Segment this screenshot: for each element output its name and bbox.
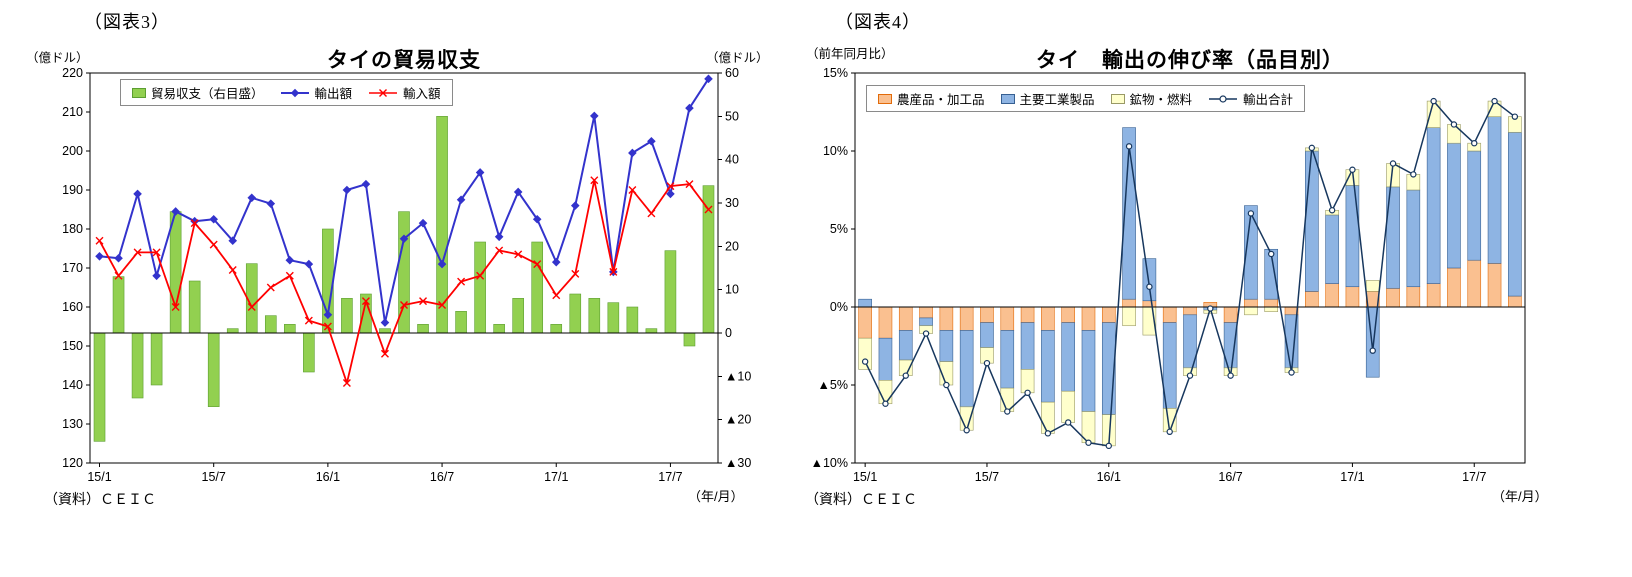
svg-text:10%: 10% [823, 144, 848, 158]
svg-text:▲30: ▲30 [725, 456, 751, 470]
legend-label-minerals: 鉱物・燃料 [1129, 93, 1193, 107]
svg-text:130: 130 [62, 417, 83, 431]
figure4-x-axis-unit: （年/月） [1492, 489, 1548, 504]
figure-3: （図表3） タイの貿易収支 （億ドル） （億ドル） 120 130 140 150 16… [0, 0, 800, 577]
svg-text:40: 40 [725, 153, 739, 167]
svg-text:16/1: 16/1 [1097, 470, 1121, 484]
figure-4: （図表4） タイ 輸出の伸び率（品目別） （前年同月比） ▲10% ▲5% 0% 5%… [800, 0, 1632, 577]
figure4-tag: （図表4） [835, 12, 921, 32]
legend-label-imports: 輸入額 [403, 87, 441, 101]
figure3-left-axis-unit: （億ドル） [26, 51, 89, 65]
svg-text:15/7: 15/7 [202, 470, 226, 484]
svg-text:20: 20 [725, 239, 739, 253]
svg-text:▲20: ▲20 [725, 413, 751, 427]
legend-item-minerals: 鉱物・燃料 [1110, 89, 1193, 108]
figure3-source: （資料）ＣＥＩＣ [44, 491, 156, 507]
legend-label-trade-balance: 貿易収支（右目盛） [151, 87, 264, 101]
svg-text:140: 140 [62, 378, 83, 392]
svg-text:190: 190 [62, 183, 83, 197]
legend-item-trade-balance: 貿易収支（右目盛） [132, 83, 264, 102]
svg-text:180: 180 [62, 222, 83, 236]
svg-text:0: 0 [725, 326, 732, 340]
svg-text:▲10%: ▲10% [811, 456, 848, 470]
figure4-yaxis-note: （前年同月比） [806, 47, 894, 61]
trade-balance-plot: 120130140150160170180190200210220▲30▲20▲… [62, 66, 751, 484]
svg-text:150: 150 [62, 339, 83, 353]
svg-text:▲5%: ▲5% [818, 378, 848, 392]
svg-text:200: 200 [62, 144, 83, 158]
svg-text:▲10: ▲10 [725, 369, 751, 383]
figure4-title: タイ 輸出の伸び率（品目別） [1036, 49, 1344, 72]
figure3-right-axis-unit: （億ドル） [706, 51, 769, 65]
legend-label-agri: 農産品・加工品 [897, 93, 985, 107]
figure3-title: タイの貿易収支 [327, 49, 481, 72]
svg-text:0%: 0% [830, 300, 848, 314]
trade-balance-swatch-icon [132, 87, 146, 98]
figure3-tag: （図表3） [84, 12, 170, 32]
legend-item-exports: 輸出額 [280, 83, 353, 102]
legend-label-industrial: 主要工業製品 [1019, 93, 1095, 107]
svg-text:50: 50 [725, 109, 739, 123]
svg-text:16/1: 16/1 [316, 470, 340, 484]
svg-text:160: 160 [62, 300, 83, 314]
svg-text:15%: 15% [823, 66, 848, 80]
svg-text:170: 170 [62, 261, 83, 275]
figure4-source: （資料）ＣＥＩＣ [805, 491, 917, 507]
svg-text:16/7: 16/7 [1218, 470, 1242, 484]
legend-item-imports: 輸入額 [368, 83, 441, 102]
minerals-swatch-icon [1110, 93, 1125, 104]
export-growth-plot: ▲10% ▲5% 0% 5% 10% 15% 15/1 15/7 16/1 16/7 17/1 17/… [811, 66, 1526, 484]
total-exports-line-marker-icon [1209, 94, 1238, 103]
legend-item-total-exports: 輸出合計 [1208, 89, 1293, 108]
svg-text:60: 60 [725, 66, 739, 80]
figure4-legend: 農産品・加工品 主要工業製品 鉱物・燃料 輸出合計 [866, 85, 1306, 112]
svg-text:120: 120 [62, 456, 83, 470]
legend-item-industrial: 主要工業製品 [1000, 89, 1095, 108]
legend-item-agri: 農産品・加工品 [878, 89, 985, 108]
svg-text:17/1: 17/1 [1340, 470, 1364, 484]
svg-text:210: 210 [62, 105, 83, 119]
figure3-x-axis-unit: （年/月） [688, 489, 744, 504]
figure3-legend: 貿易収支（右目盛） 輸出額 輸入額 [120, 79, 453, 106]
svg-text:30: 30 [725, 196, 739, 210]
legend-label-exports: 輸出額 [314, 87, 353, 101]
industrial-swatch-icon [1000, 93, 1015, 104]
legend-label-total-exports: 輸出合計 [1243, 93, 1294, 107]
svg-text:15/1: 15/1 [87, 470, 111, 484]
export-line-marker-icon [280, 88, 309, 97]
svg-text:15/7: 15/7 [975, 470, 999, 484]
svg-text:16/7: 16/7 [430, 470, 454, 484]
svg-text:10: 10 [725, 283, 739, 297]
svg-text:220: 220 [62, 66, 83, 80]
svg-text:5%: 5% [830, 222, 848, 236]
agri-swatch-icon [878, 93, 892, 104]
svg-text:17/7: 17/7 [1462, 470, 1486, 484]
svg-text:17/7: 17/7 [658, 470, 682, 484]
svg-text:17/1: 17/1 [544, 470, 568, 484]
import-line-marker-icon [369, 88, 398, 97]
svg-text:15/1: 15/1 [853, 470, 877, 484]
